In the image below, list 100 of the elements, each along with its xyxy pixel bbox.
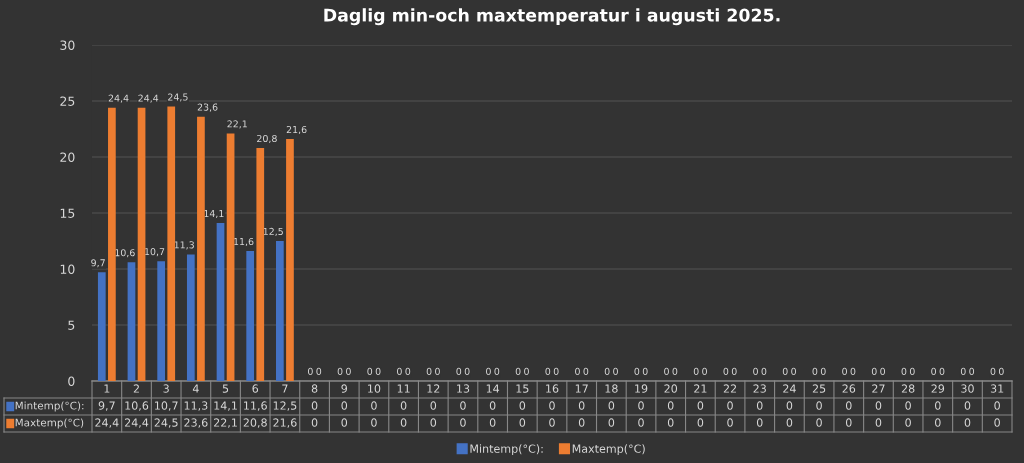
y-tick-label: 25 [60,96,75,106]
text: 0 [613,367,618,375]
text: 0 [464,367,470,375]
text: 21,6 [286,125,307,135]
data-label: 0 [875,418,882,427]
data-label: 0 [756,418,763,427]
data-label: 0 [608,401,615,410]
text: 0 [791,367,796,375]
data-label: 24,5 [154,418,178,428]
data-label: 0 [489,401,496,410]
text: 0 [723,367,729,375]
text: 0 [909,367,915,375]
data-label: 0 [578,401,585,410]
data-label: 0 [964,401,971,410]
text: 0 [642,367,648,375]
data-label: 0 [430,401,437,410]
text: 24,5 [168,93,188,102]
data-label: 11,6 [244,401,267,411]
text: 0 [456,367,462,375]
bar [197,116,205,381]
bar [108,107,116,381]
data-label: 20,8 [243,418,267,428]
x-tick-label: 5 [222,384,229,393]
text: 0 [337,367,343,375]
text: 0 [693,367,699,375]
x-tick-label: 20 [664,384,678,393]
text: 0 [397,367,402,375]
text: 0 [782,367,788,375]
data-label: 23,6 [184,418,208,428]
data-label: 0 [756,401,763,410]
data-label: 0 [816,401,822,410]
text: 0 [820,367,826,375]
x-tick-label: 11 [397,384,410,393]
data-label: 0 [727,401,733,410]
x-tick-label: 19 [635,384,648,393]
x-tick-label: 31 [990,384,1004,393]
x-tick-label: 13 [457,384,470,393]
x-tick-label: 10 [368,384,381,393]
y-tick-label: 5 [68,320,75,330]
data-label: 12,5 [273,401,297,411]
y-tick-label: 30 [60,40,75,50]
x-tick-label: 24 [783,384,796,393]
data-label: 0 [578,418,585,427]
data-label: 24,4 [124,418,149,428]
data-label: 0 [638,401,644,410]
y-tick-label: 20 [60,152,75,162]
x-tick-label: 4 [192,384,199,393]
text: Maxtemp(°C) [572,444,645,455]
data-label: 22,1 [213,418,237,428]
text: Mintemp(°C): [470,444,543,455]
bar [226,133,235,381]
text: 0 [346,367,351,375]
y-tick-label: 15 [60,208,75,218]
data-label: 0 [460,418,466,427]
bar [157,261,166,381]
data-label: 0 [994,418,1000,427]
x-tick-label: 18 [605,384,618,393]
text: 0 [969,367,975,375]
data-label: 0 [311,418,318,427]
text: 0 [753,367,758,375]
data-label: 0 [964,418,971,427]
text: 0 [960,367,966,375]
text: 0 [367,367,373,375]
chart-title: Daglig min-och maxtemperatur i augusti 2025. [324,8,780,26]
text: 0 [553,367,559,375]
text: 0 [308,367,313,375]
text: 24,4 [138,94,159,103]
x-tick-label: 26 [842,384,856,393]
data-label: 0 [371,401,377,410]
text: 0 [850,367,856,375]
data-label: 0 [400,418,407,427]
data-label: 0 [727,418,733,427]
bar [256,148,265,381]
x-tick-label: 6 [252,384,259,393]
text: 0 [435,367,440,375]
y-tick-label: 10 [60,264,75,274]
legend-label: Maxtemp(°C) [15,418,84,429]
text: 9,7 [91,259,105,268]
text: 0 [990,367,996,375]
data-label: 0 [667,418,674,427]
text: 23,6 [197,103,218,112]
y-tick-label: 0 [68,376,75,386]
text: 0 [583,367,589,375]
text: 0 [731,367,737,375]
data-label: 0 [519,418,526,427]
text: 0 [316,367,322,375]
x-tick-label: 27 [872,384,885,393]
data-label: 0 [341,401,348,410]
data-label: 0 [786,401,793,410]
data-label: 11,3 [184,401,208,411]
data-label: 0 [608,418,615,427]
text: 24,4 [108,94,129,103]
data-label: 0 [549,418,555,427]
data-label: 0 [935,401,941,410]
data-label: 0 [638,418,644,427]
text: 0 [664,367,669,375]
data-label: 0 [371,418,377,427]
data-label: 0 [845,418,852,427]
data-label: 0 [994,401,1000,410]
x-tick-label: 3 [163,384,169,393]
